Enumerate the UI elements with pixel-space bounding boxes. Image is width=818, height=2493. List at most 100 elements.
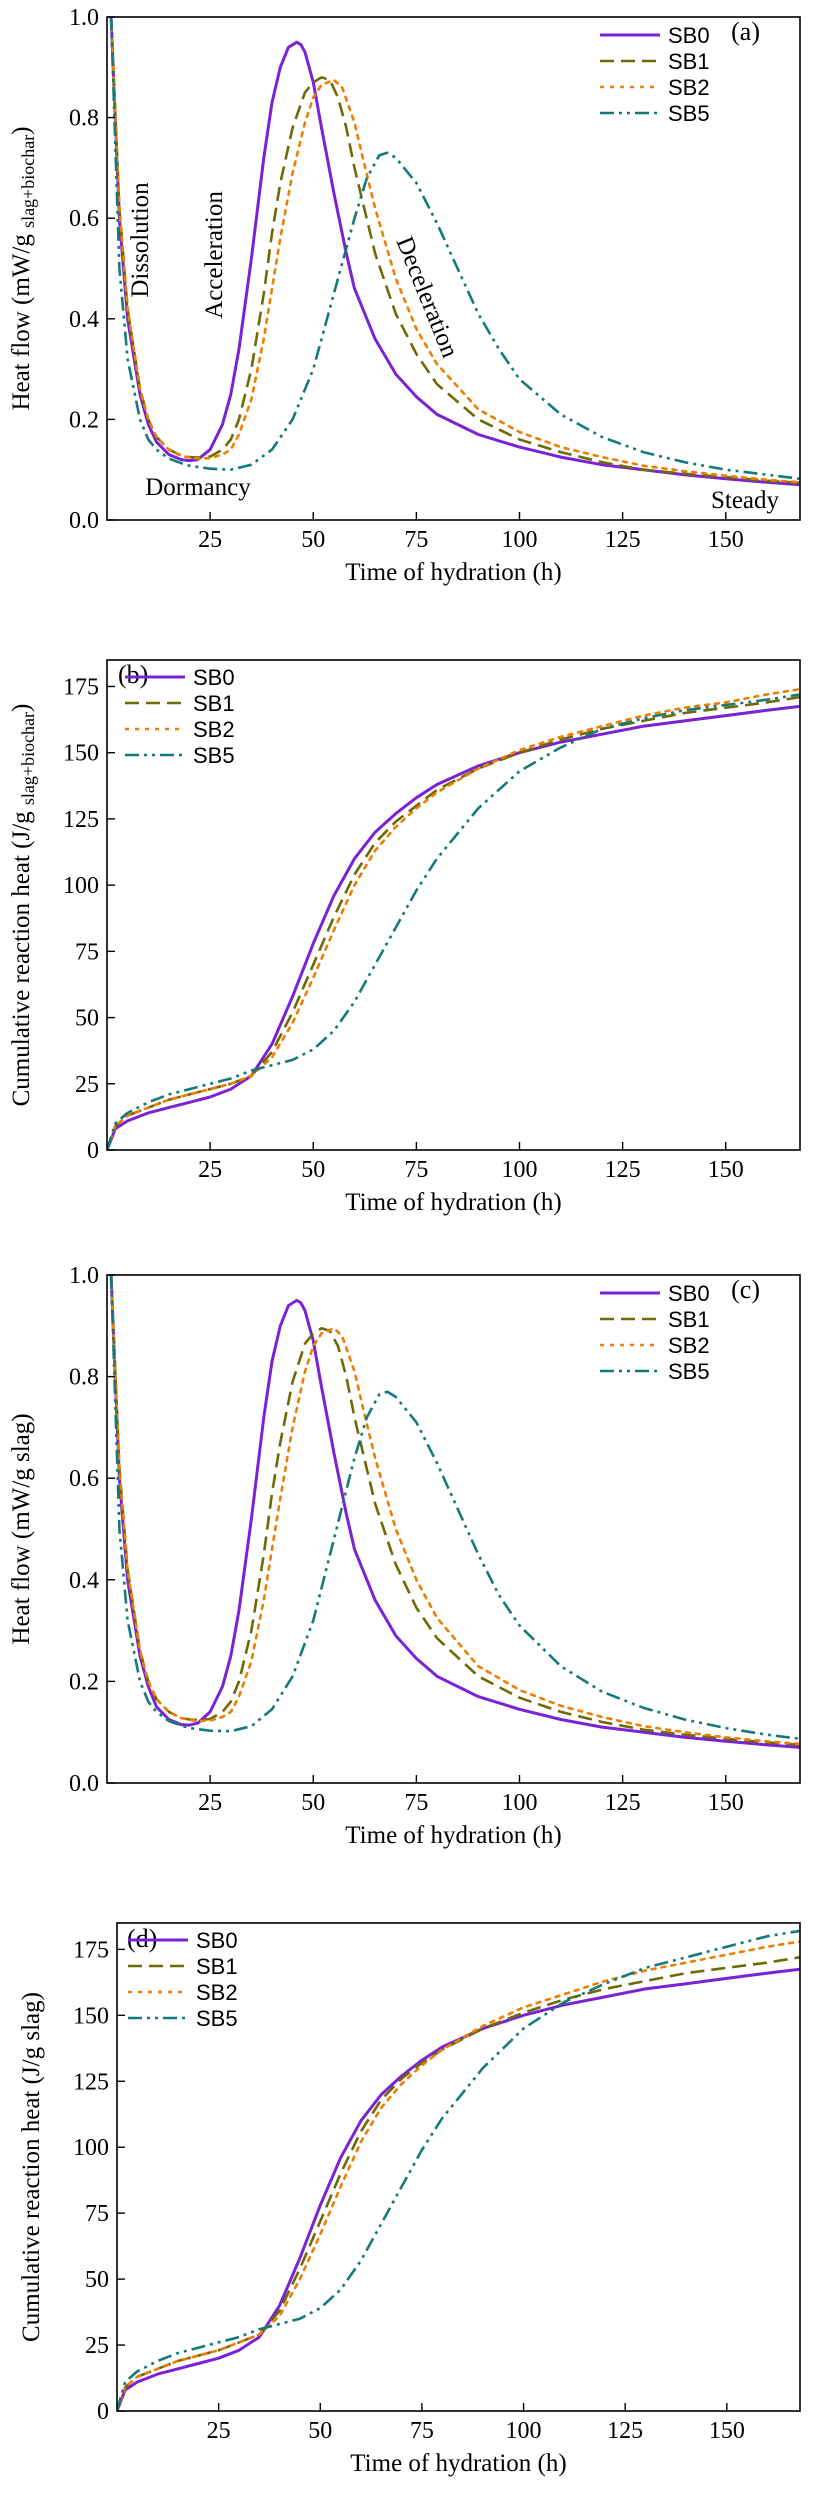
legend-label-sb1: SB1: [193, 691, 235, 716]
series-line-sb0: [107, 704, 800, 1150]
x-tick-label: 75: [404, 1790, 428, 1816]
y-tick-label: 100: [73, 2135, 109, 2161]
y-axis-title: Heat flow (mW/g slag): [8, 1413, 35, 1644]
y-tick-label: 50: [85, 2267, 109, 2293]
y-axis-title: Heat flow (mW/g slag+biochar): [8, 126, 38, 410]
panel-a: 25 50 75 100 125 150 0.0 0.2 0.4 0.6 0.8 1.0 Time of…: [8, 5, 801, 586]
x-axis-title: Time of hydration (h): [345, 559, 561, 586]
plot-frame: [106, 16, 801, 521]
legend-label-sb1: SB1: [196, 1954, 238, 1979]
y-tick-label: 0: [87, 1138, 99, 1164]
x-tick-label: 75: [404, 1157, 428, 1183]
annotation-steady: Steady: [711, 487, 780, 514]
y-tick-label: 175: [63, 674, 99, 700]
x-tick-label: 150: [708, 1790, 744, 1816]
y-tick-label: 0.6: [69, 1466, 99, 1492]
y-tick-label: 150: [73, 2003, 109, 2029]
legend-label-sb2: SB2: [196, 1980, 238, 2005]
y-tick-label: 0.0: [69, 508, 99, 534]
panel-b: 25 50 75 100 125 150 0 25 50 75 100 125 150 175 Time o…: [8, 659, 801, 1216]
y-tick-label: 1.0: [69, 5, 99, 31]
y-tick-label: 75: [75, 939, 99, 965]
x-tick-label: 100: [502, 527, 538, 553]
x-tick-label: 100: [502, 1790, 538, 1816]
x-tick-label: 150: [708, 527, 744, 553]
series-line-sb2: [109, 1275, 800, 1746]
legend-label-sb0: SB0: [668, 23, 710, 48]
annotation-dormancy: Dormancy: [145, 474, 251, 501]
x-axis-title: Time of hydration (h): [350, 2450, 566, 2477]
x-tick-label: 150: [708, 1157, 744, 1183]
legend-label-sb2: SB2: [668, 75, 710, 100]
y-tick-label: 0.0: [69, 1771, 99, 1797]
series-line-sb5: [109, 1275, 800, 1741]
x-tick-label: 75: [404, 527, 428, 553]
x-tick-label: 75: [410, 2418, 434, 2444]
x-tick-label: 50: [308, 2418, 332, 2444]
y-tick-label: 150: [63, 741, 99, 767]
legend-label-sb2: SB2: [668, 1333, 710, 1358]
series-group: [117, 1929, 800, 2411]
legend-label-sb0: SB0: [668, 1281, 710, 1306]
legend-label-sb0: SB0: [193, 665, 235, 690]
legend-label-sb5: SB5: [668, 101, 710, 126]
x-tick-label: 50: [301, 1157, 325, 1183]
x-axis-title: Time of hydration (h): [345, 1822, 561, 1849]
y-tick-label: 0.8: [69, 106, 99, 132]
plot-frame: [116, 1922, 801, 2412]
series-line-sb0: [109, 17, 800, 487]
panel-label: (b): [118, 660, 148, 689]
x-tick-label: 25: [198, 1790, 222, 1816]
y-axis-title: Cumulative reaction heat (J/g slag+bioch…: [8, 704, 38, 1107]
annotation-deceleration: Deceleration: [391, 233, 464, 362]
y-tick-label: 1.0: [69, 1263, 99, 1289]
panel-label: (c): [731, 1275, 760, 1304]
x-tick-label: 125: [605, 1790, 641, 1816]
x-tick-label: 125: [605, 527, 641, 553]
annotation-acceleration: Acceleration: [201, 191, 228, 319]
y-tick-label: 125: [73, 2069, 109, 2095]
y-tick-label: 50: [75, 1006, 99, 1032]
series-line-sb2: [107, 687, 800, 1150]
x-tick-label: 25: [198, 1157, 222, 1183]
y-tick-label: 175: [73, 1937, 109, 1963]
legend-label-sb1: SB1: [668, 49, 710, 74]
x-tick-label: 100: [506, 2418, 542, 2444]
legend-label-sb0: SB0: [196, 1928, 238, 1953]
series-line-sb5: [109, 17, 800, 481]
series-line-sb2: [109, 17, 800, 484]
x-tick-label: 25: [207, 2418, 231, 2444]
y-tick-label: 25: [85, 2333, 109, 2359]
legend-label-sb5: SB5: [196, 2006, 238, 2031]
y-tick-label: 0.2: [69, 1669, 99, 1695]
y-tick-label: 125: [63, 807, 99, 833]
x-tick-label: 150: [709, 2418, 745, 2444]
legend-label-sb5: SB5: [668, 1359, 710, 1384]
x-tick-label: 50: [301, 527, 325, 553]
legend-label-sb5: SB5: [193, 743, 235, 768]
y-tick-label: 75: [85, 2201, 109, 2227]
y-tick-label: 0.8: [69, 1365, 99, 1391]
y-tick-label: 25: [75, 1072, 99, 1098]
series-line-sb5: [107, 693, 800, 1150]
y-tick-label: 0.2: [69, 407, 99, 433]
annotation-dissolution: Dissolution: [127, 182, 154, 298]
series-line-sb0: [117, 1967, 800, 2411]
y-tick-label: 0.4: [69, 307, 99, 333]
panel-label: (a): [731, 17, 760, 46]
y-tick-label: 0.4: [69, 1568, 99, 1594]
y-tick-label: 100: [63, 873, 99, 899]
legend-label-sb2: SB2: [193, 717, 235, 742]
series-group: [107, 687, 800, 1150]
series-group: [109, 1275, 800, 1749]
series-line-sb1: [109, 17, 800, 485]
plot-frame: [106, 1274, 801, 1784]
series-group: [109, 17, 800, 487]
x-axis-title: Time of hydration (h): [345, 1189, 561, 1216]
y-tick-label: 0.6: [69, 206, 99, 232]
